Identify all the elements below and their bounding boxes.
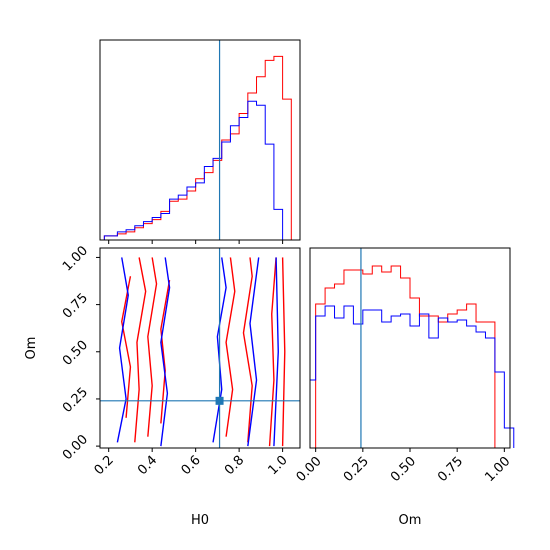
- contour-series-1-line-3: [121, 276, 132, 418]
- contour-series-1-line-1: [134, 257, 147, 443]
- contour-y-tick-label-1: 0.00: [60, 432, 91, 463]
- om-x-tick-label-4: 0.75: [435, 454, 466, 485]
- contour-series-1-line-8: [281, 257, 286, 447]
- contour-series-1-line-2: [147, 257, 158, 437]
- contour-y-tick-label-3: 0.50: [60, 338, 91, 369]
- h0-histogram-frame: [99, 39, 301, 241]
- om-histogram-series-2: [309, 305, 515, 448]
- contour-series-2-line-2: [160, 257, 171, 447]
- contour-y-axis-label: Om: [24, 337, 39, 360]
- contour-x-tick-label-1: 0.2: [92, 453, 117, 478]
- om-x-axis-label: Om: [399, 513, 422, 528]
- om-x-tick-label-2: 0.25: [341, 454, 372, 485]
- om-x-tick-label-1: 0.00: [294, 454, 325, 485]
- contour-series-1-line-6: [242, 257, 253, 443]
- contour-series-2-line-4: [247, 257, 260, 447]
- h0-histogram-series-2: [103, 100, 292, 241]
- contour-frame: [99, 247, 301, 449]
- contour-y-tick-label-2: 0.25: [60, 385, 91, 416]
- contour-truth-marker: [215, 396, 224, 405]
- contour-series-2-line-1: [116, 257, 129, 443]
- contour-series-1-line-5: [225, 257, 236, 437]
- om-x-tick-label-5: 1.00: [482, 454, 513, 485]
- contour-y-tick-label-4: 0.75: [60, 291, 91, 322]
- om-x-tick-label-3: 0.50: [388, 454, 419, 485]
- contour-series-1-line-4: [160, 279, 171, 424]
- contour-series-2-line-3: [212, 257, 227, 443]
- contour-series-2-line-5: [273, 257, 279, 447]
- contour-x-tick-label-3: 0.6: [179, 453, 204, 478]
- h0-histogram-series-1: [103, 55, 292, 240]
- contour-x-tick-label-5: 1.0: [266, 453, 291, 478]
- contour-x-tick-label-4: 0.8: [222, 453, 247, 478]
- contour-x-axis-label: H0: [191, 513, 209, 528]
- contour-x-tick-label-2: 0.4: [135, 453, 160, 478]
- contour-series-1-line-7: [268, 257, 277, 447]
- contour-y-tick-label-5: 1.00: [60, 243, 91, 274]
- om-histogram-series-1: [315, 265, 505, 449]
